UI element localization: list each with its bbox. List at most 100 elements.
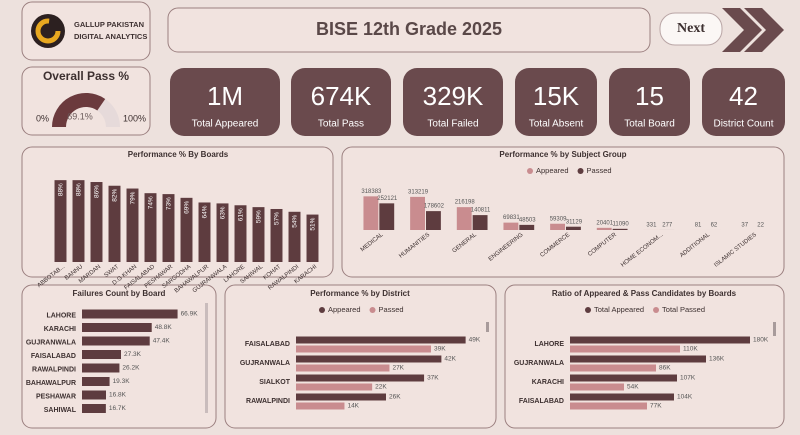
value-label: 37K xyxy=(427,375,439,382)
bar xyxy=(296,336,466,344)
y-tick-label: SAHIWAL xyxy=(44,407,77,414)
value-label: 180K xyxy=(753,337,769,344)
bar xyxy=(570,355,706,363)
bar xyxy=(472,215,488,230)
bar xyxy=(82,323,152,332)
value-label: 313219 xyxy=(408,189,429,195)
bar xyxy=(82,404,106,413)
value-label: 48503 xyxy=(519,217,536,223)
value-label: 64% xyxy=(202,205,209,218)
value-label: 49K xyxy=(469,337,481,344)
bar xyxy=(82,336,150,346)
value-label: 27K xyxy=(392,365,404,372)
scrollbar[interactable] xyxy=(773,322,776,336)
kpi-card xyxy=(702,68,785,136)
legend-swatch xyxy=(577,168,584,174)
bar xyxy=(296,393,386,401)
value-label: 69% xyxy=(184,201,191,214)
y-tick-label: GUJRANWALA xyxy=(26,339,76,346)
value-label: 88% xyxy=(76,183,83,196)
y-tick-label: RAWALPINDI xyxy=(32,366,76,373)
logo-ring xyxy=(35,18,61,44)
value-label: 66.9K xyxy=(181,311,199,318)
value-label: 63% xyxy=(220,206,227,219)
bar xyxy=(379,203,395,230)
bar xyxy=(296,402,345,410)
gauge-value-label: 69.1% xyxy=(67,111,93,121)
bar xyxy=(570,374,677,382)
bar xyxy=(456,207,472,230)
bar xyxy=(144,193,157,262)
kpi-label: Total Pass xyxy=(318,119,364,130)
value-label: 61% xyxy=(238,208,245,221)
title-panel xyxy=(167,7,651,53)
value-label: 178602 xyxy=(424,204,445,210)
bar xyxy=(550,223,565,230)
logo-text: GALLUP PAKISTAN xyxy=(74,20,144,29)
chart-panel xyxy=(21,146,334,278)
value-label: 20401 xyxy=(596,220,613,226)
bar xyxy=(570,402,647,410)
next-button[interactable] xyxy=(659,12,723,46)
bar xyxy=(570,364,656,372)
bar xyxy=(503,222,519,230)
scrollbar[interactable] xyxy=(486,322,489,332)
y-tick-label: LAHORE xyxy=(534,341,564,348)
y-tick-label: LAHORE xyxy=(46,312,76,319)
value-label: 26K xyxy=(389,394,401,401)
value-label: 140811 xyxy=(471,208,491,214)
logo-text: DIGITAL ANALYTICS xyxy=(74,32,147,41)
value-label: 331 xyxy=(646,223,657,229)
bar xyxy=(126,188,139,262)
value-label: 104K xyxy=(677,394,693,401)
value-label: 73% xyxy=(166,197,173,210)
value-label: 19.3K xyxy=(113,378,131,385)
kpi-label: Total Absent xyxy=(529,119,584,130)
chart-title: Overall Pass % xyxy=(43,69,129,83)
value-label: 26.2K xyxy=(122,365,140,372)
bar xyxy=(410,196,425,230)
y-tick-label: FAISALABAD xyxy=(31,353,76,360)
legend-swatch xyxy=(585,307,591,313)
scrollbar[interactable] xyxy=(205,303,208,413)
bar xyxy=(566,226,581,230)
kpi-card xyxy=(170,68,280,136)
legend-swatch xyxy=(527,168,533,174)
value-label: 39K xyxy=(434,346,446,353)
bar xyxy=(296,364,390,372)
value-label: 16.8K xyxy=(109,392,127,399)
bar xyxy=(596,227,612,230)
kpi-value: 1M xyxy=(207,81,243,111)
bar xyxy=(180,197,193,262)
gauge-value xyxy=(52,93,106,127)
value-label: 88% xyxy=(58,183,65,196)
bar xyxy=(198,202,211,262)
chart-title: Failures Count by Board xyxy=(73,289,166,298)
bar xyxy=(306,214,319,262)
bar xyxy=(216,203,229,262)
value-label: 86% xyxy=(94,185,101,198)
value-label: 216198 xyxy=(455,200,476,206)
gauge-tick-label: 0% xyxy=(36,113,49,123)
bar xyxy=(72,180,85,262)
value-label: 62 xyxy=(711,223,718,229)
value-label: 31129 xyxy=(566,219,583,225)
bar xyxy=(82,350,121,359)
chevron xyxy=(744,8,784,52)
gauge-tick-label: 100% xyxy=(123,113,146,123)
legend-swatch xyxy=(319,307,325,313)
chevron xyxy=(722,8,762,52)
chart-title: Ratio of Appeared & Pass Candidates by B… xyxy=(552,289,737,298)
value-label: 136K xyxy=(709,356,725,363)
legend-swatch xyxy=(369,307,376,313)
y-tick-label: RAWALPINDI xyxy=(246,398,290,405)
bar xyxy=(252,207,265,262)
bar xyxy=(570,393,674,401)
next-label[interactable]: Next xyxy=(677,21,705,36)
value-label: 54K xyxy=(627,384,639,391)
y-tick-label: FAISALABAD xyxy=(519,398,564,405)
kpi-label: Total Failed xyxy=(427,119,478,130)
y-tick-label: KARACHI xyxy=(44,326,76,333)
kpi-value: 42 xyxy=(729,81,758,111)
